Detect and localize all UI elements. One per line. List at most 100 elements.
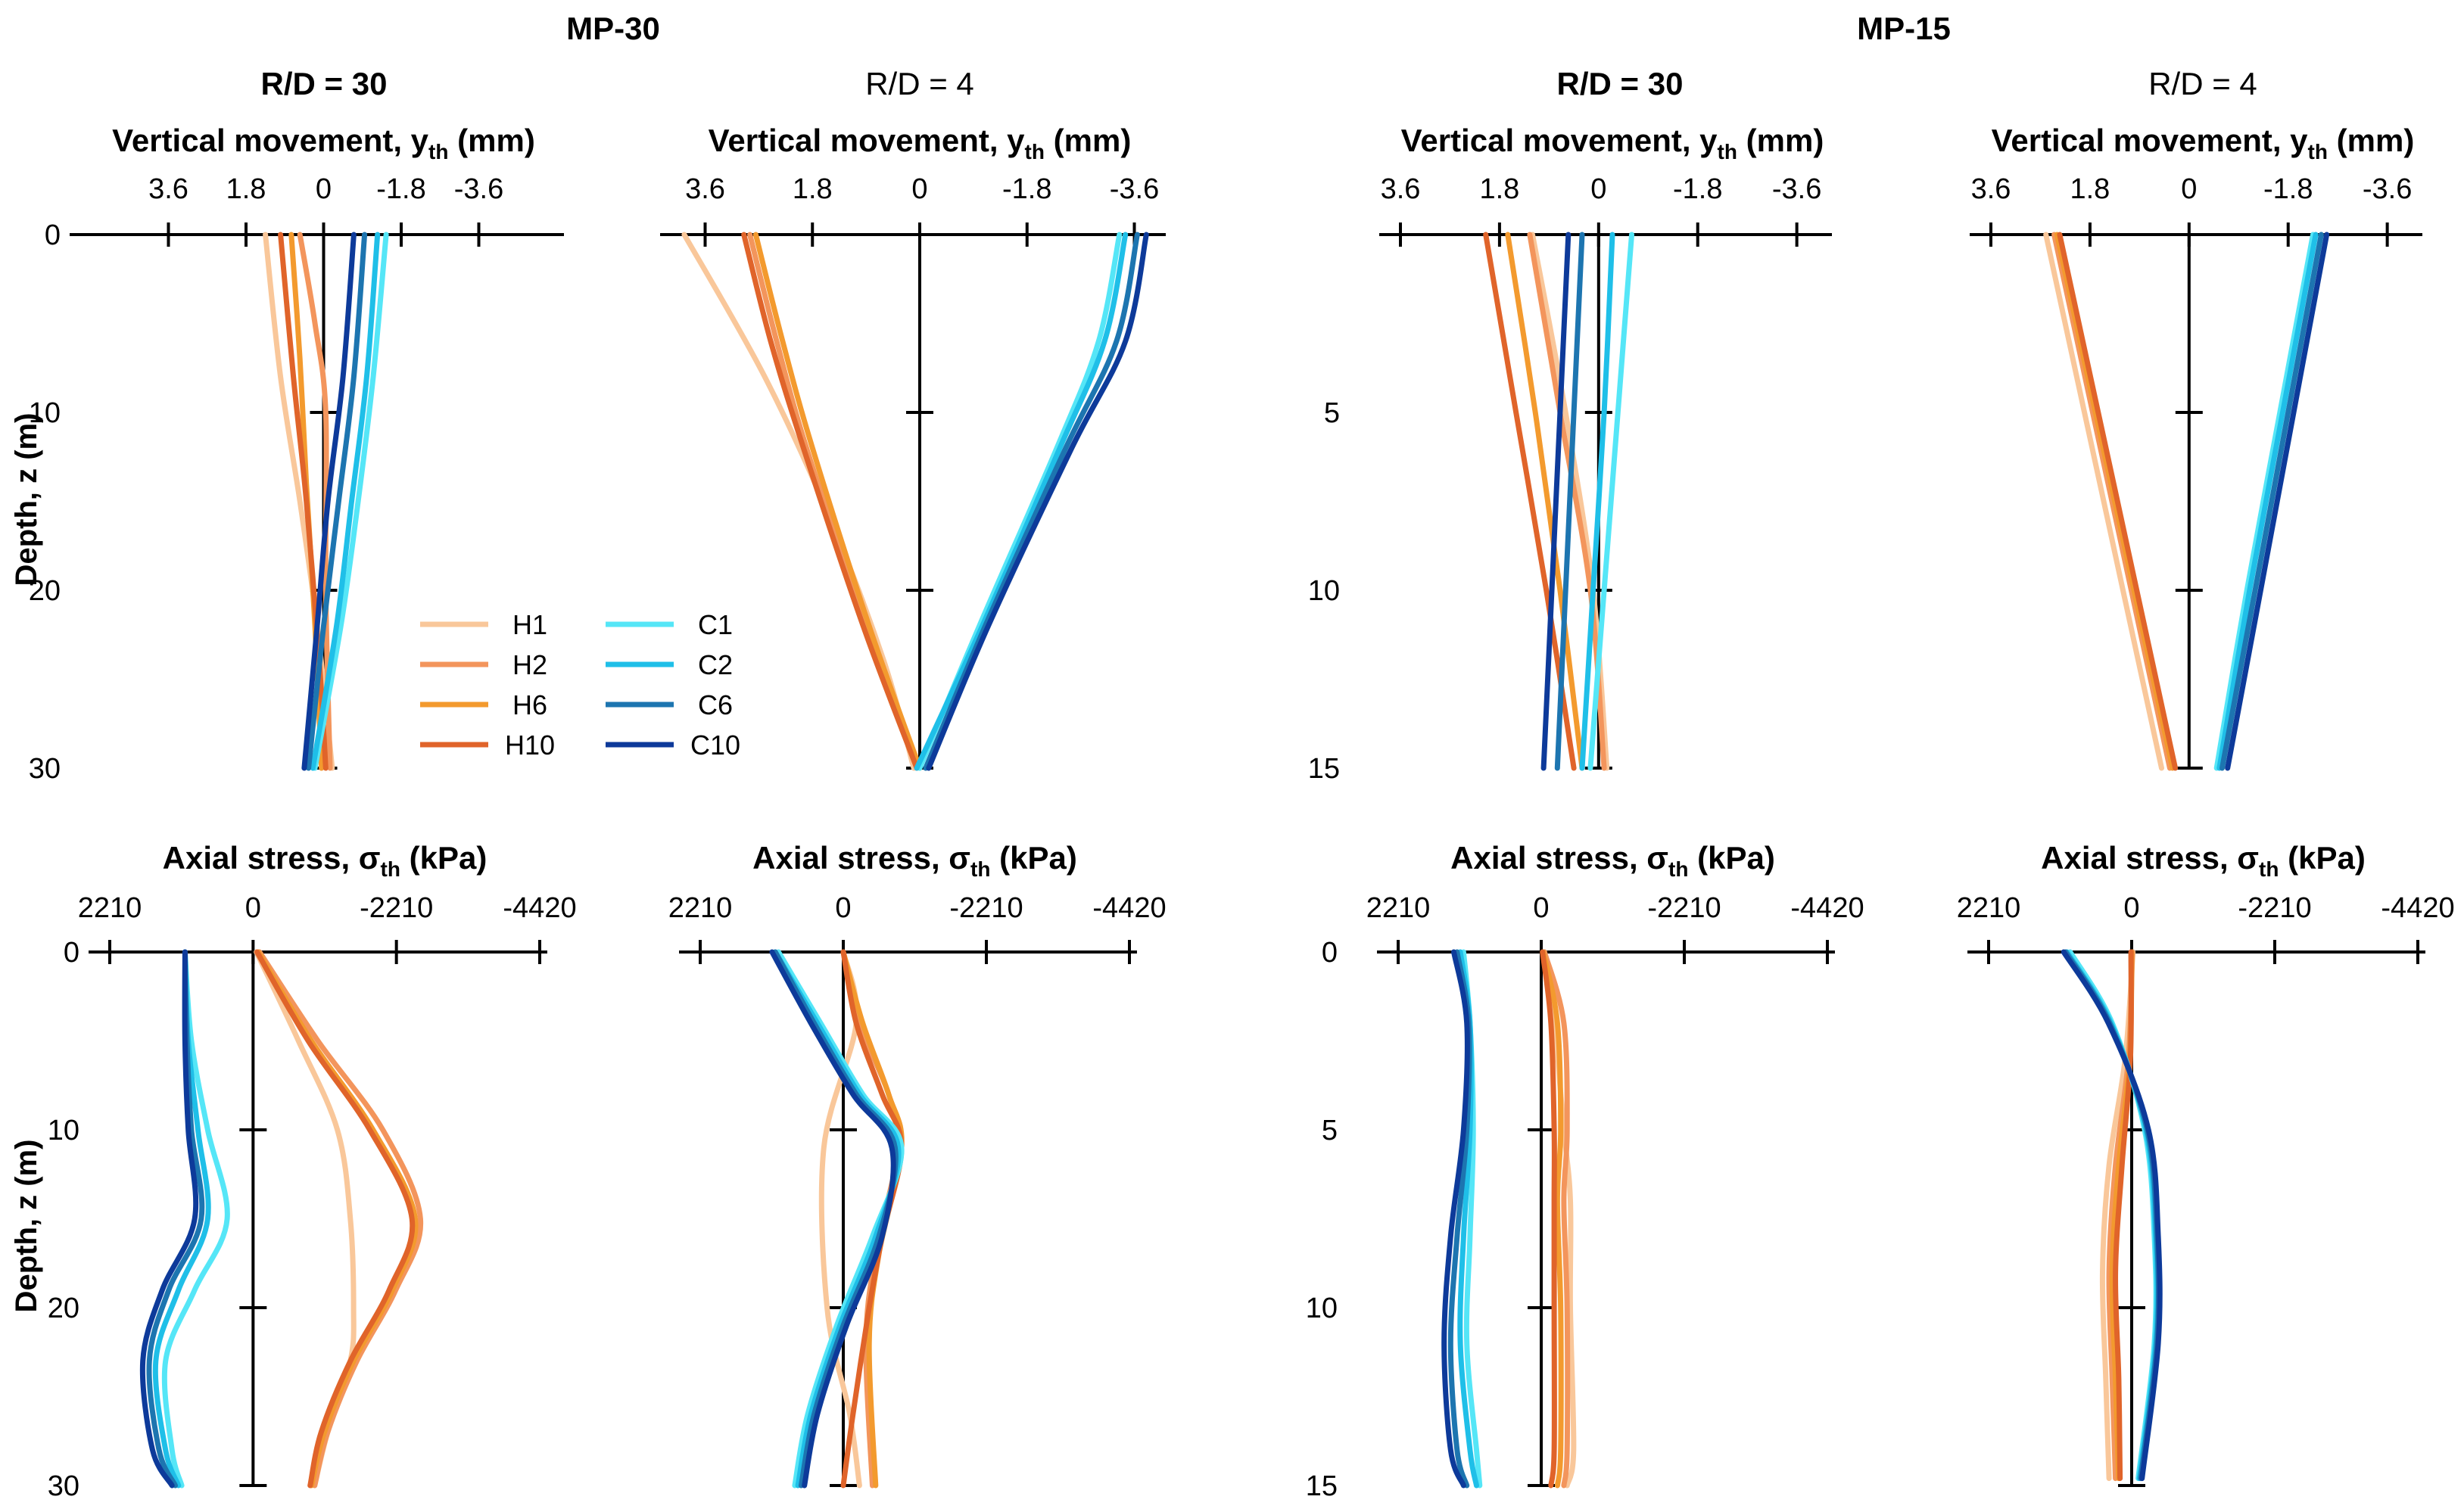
chart-panel-mp30-rd4-stress: Axial stress, σth (kPa) 2210 0 -2210 -4420 [668,840,1167,1489]
x-tick-label: -4420 [1790,892,1864,924]
series-line-C10 [139,949,199,1489]
x-tick-label: 2210 [1366,892,1431,924]
y-tick-label: 0 [64,937,79,969]
legend-label-C1: C1 [698,609,733,640]
legend-label-C2: C2 [698,649,733,680]
x-tick-label: 3.6 [148,173,188,205]
series-line-H10 [278,232,329,771]
depth-axis-label-bottom: Depth, z (m) [10,1140,43,1313]
x-tick-label: 2210 [78,892,142,924]
x-axis-label: Axial stress, σth (kPa) [1450,840,1775,881]
y-tick-label: 15 [1306,1470,1338,1502]
panel-subtitle: R/D = 4 [865,66,974,101]
series-line-H2 [2051,232,2173,771]
series-line-H1 [1541,949,1577,1489]
y-tick-label: 10 [1308,575,1340,607]
chart-panel-mp15-rd4-stress: Axial stress, σth (kPa) 2210 0 -2210 -4420 [1957,840,2455,1487]
series-line-C6 [306,232,368,771]
x-tick-label: 1.8 [793,173,833,205]
y-tick-label: 20 [29,575,61,607]
chart-panel-mp30-rd30-movement: R/D = 30 Vertical movement, yth (mm) 3.6 1.… [29,66,740,785]
series-line-C2 [310,232,381,771]
series-line-H6 [255,949,419,1489]
series-line-C6 [1554,232,1585,771]
series-line-H2 [1527,232,1607,771]
legend-label-C6: C6 [698,689,733,720]
panel-subtitle: R/D = 30 [261,66,388,101]
x-tick-label: 0 [2181,173,2197,205]
x-tick-label: 2210 [668,892,733,924]
chart-panel-mp15-rd30-stress: Axial stress, σth (kPa) 2210 0 -2210 -4420 0 5… [1306,840,1864,1502]
series-line-C6 [2219,232,2324,771]
x-axis-label: Vertical movement, yth (mm) [1992,123,2415,163]
x-axis-label: Vertical movement, yth (mm) [1401,123,1824,163]
series-line-H10 [741,232,920,771]
x-axis-label: Vertical movement, yth (mm) [709,123,1132,163]
series-line-H1 [2043,232,2164,771]
series-line-C2 [914,232,1129,771]
x-tick-label: -1.8 [1673,173,1722,205]
x-axis-label: Vertical movement, yth (mm) [112,123,535,163]
series-line-C1 [917,232,1123,771]
y-tick-label: 20 [48,1293,79,1324]
series-line-H1 [2099,949,2136,1482]
x-tick-label: -2210 [1647,892,1721,924]
x-tick-label: 1.8 [2070,173,2110,205]
x-tick-label: -3.6 [1110,173,1159,205]
series-line-C1 [1587,232,1634,771]
x-tick-label: -3.6 [2363,173,2412,205]
series-line-H10 [254,949,416,1489]
chart-panel-mp15-rd30-movement: R/D = 30 Vertical movement, yth (mm) 3.6 1.… [1308,66,1832,785]
x-tick-label: 0 [2123,892,2139,924]
x-tick-label: -2210 [949,892,1023,924]
x-tick-label: -4420 [503,892,576,924]
series-line-C10 [1540,232,1572,771]
y-tick-label: 10 [29,397,61,429]
x-tick-label: 3.6 [1381,173,1421,205]
x-tick-label: 1.8 [1479,173,1519,205]
x-tick-label: -2210 [2238,892,2311,924]
x-tick-label: -1.8 [2263,173,2313,205]
x-tick-label: -3.6 [454,173,503,205]
x-tick-label: -1.8 [1002,173,1051,205]
y-tick-label: 10 [48,1115,79,1146]
legend-label-C10: C10 [690,730,740,761]
y-tick-label: 10 [1306,1293,1338,1324]
x-tick-label: -4420 [2381,892,2454,924]
x-tick-label: 1.8 [226,173,266,205]
x-tick-label: 0 [835,892,851,924]
y-tick-label: 0 [1322,937,1338,969]
y-tick-label: 5 [1322,1115,1338,1146]
chart-panel-mp30-rd4-movement: R/D = 4 Vertical movement, yth (mm) 3.6 1.8… [660,66,1166,771]
series-line-H1 [681,232,917,771]
series-line-H6 [2054,232,2176,771]
series-line-H10 [2057,232,2179,771]
x-tick-label: 0 [1590,173,1606,205]
series-line-C1 [161,949,230,1489]
chart-panel-mp15-rd4-movement: R/D = 4 Vertical movement, yth (mm) 3.6 1.8… [1970,66,2422,771]
chart-panels: R/D = 30 Vertical movement, yth (mm) 3.6 1.… [29,66,2455,1502]
legend: H1 H2 H6 H10 C1 C2 C6 C10 [420,609,740,761]
x-tick-label: 3.6 [685,173,725,205]
x-tick-label: -2210 [360,892,433,924]
series-line-C2 [2216,232,2319,771]
series-line-H10 [2113,949,2134,1482]
series-line-C10 [301,232,357,771]
y-tick-label: 30 [29,753,61,785]
x-axis-label: Axial stress, σth (kPa) [752,840,1077,881]
series-line-H6 [752,232,923,771]
x-axis-label: Axial stress, σth (kPa) [163,840,488,881]
series-line-C2 [1579,232,1615,771]
x-tick-label: 0 [245,892,261,924]
series-line-H2 [257,949,424,1489]
series-line-C10 [769,949,896,1489]
series-line-C1 [312,232,389,771]
depth-axis-label-top: Depth, z (m) [10,413,43,586]
legend-label-H1: H1 [512,609,547,640]
y-tick-label: 30 [48,1470,79,1502]
x-tick-label: -1.8 [376,173,425,205]
chart-panel-mp30-rd30-stress: Axial stress, σth (kPa) 2210 0 -2210 -4420 0 1… [48,840,577,1502]
series-line-H6 [1505,232,1585,771]
x-tick-label: 0 [1533,892,1549,924]
